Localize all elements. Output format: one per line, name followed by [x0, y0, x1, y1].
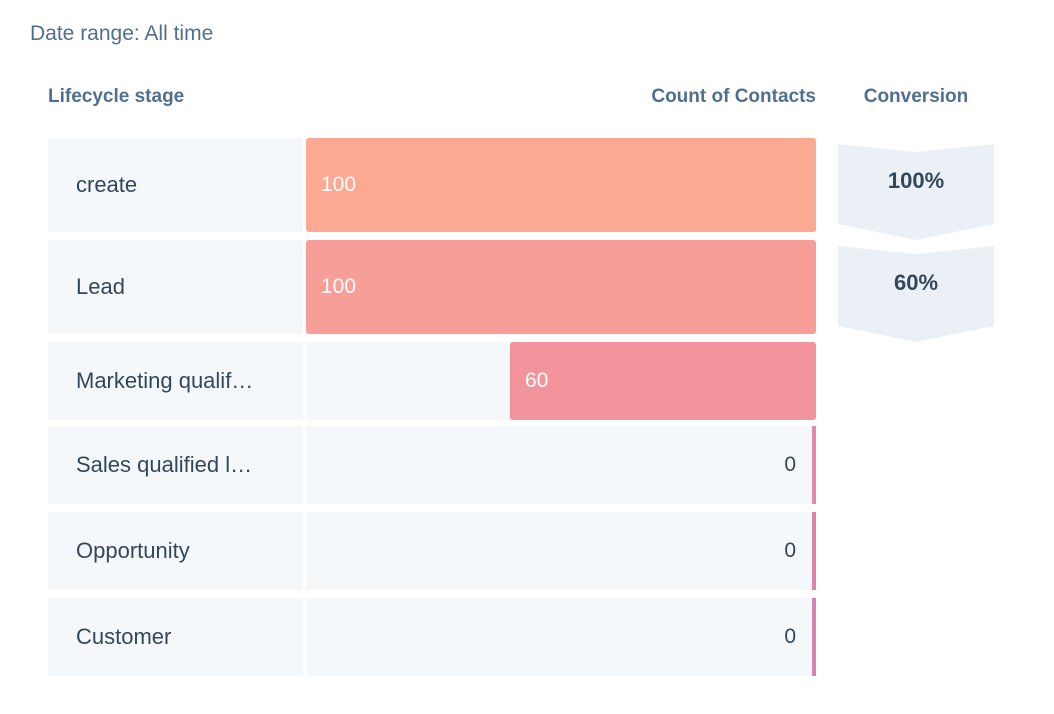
- chevron-shape: [838, 246, 994, 342]
- count-bar[interactable]: [812, 512, 816, 590]
- bar-value-label: 0: [784, 453, 796, 476]
- count-of-contacts-header: Count of Contacts: [651, 86, 816, 107]
- stage-label: create: [76, 172, 138, 197]
- count-bar[interactable]: [306, 240, 816, 334]
- stage-label: Customer: [76, 624, 172, 649]
- stage-label: Marketing qualif…: [76, 368, 254, 393]
- stage-cell: Opportunity: [48, 512, 303, 590]
- bar-value-label: 100: [321, 173, 357, 196]
- conversion-rate: 100%: [887, 168, 945, 193]
- conversion-chevron: 100%: [838, 144, 994, 240]
- conversion-rate: 60%: [893, 270, 939, 295]
- conversion-chevron: 60%: [838, 246, 994, 342]
- bar-value-label: 0: [784, 539, 796, 562]
- funnel-row[interactable]: Sales qualified l… 0: [48, 426, 816, 504]
- funnel-row[interactable]: Lead 100: [48, 240, 816, 334]
- stage-label: Opportunity: [76, 538, 190, 563]
- stage-cell: Marketing qualif…: [48, 342, 303, 420]
- lifecycle-stage-header: Lifecycle stage: [48, 86, 185, 107]
- funnel-row[interactable]: create 100: [48, 138, 816, 232]
- stage-cell: Lead: [48, 240, 303, 334]
- count-bar[interactable]: [510, 342, 816, 420]
- stage-label: Sales qualified l…: [76, 452, 253, 477]
- funnel-row[interactable]: Marketing qualif… 60: [48, 342, 816, 420]
- stage-cell: Customer: [48, 598, 303, 676]
- date-range-label[interactable]: Date range: All time: [30, 22, 214, 45]
- bar-track: 100: [306, 138, 816, 232]
- bar-value-label: 60: [525, 369, 549, 392]
- stage-label: Lead: [76, 274, 125, 299]
- chevron-polygon: [838, 144, 994, 240]
- chevron-polygon: [838, 246, 994, 342]
- count-bar[interactable]: [306, 138, 816, 232]
- stage-cell: create: [48, 138, 303, 232]
- bar-value-label: 0: [784, 625, 796, 648]
- funnel-row[interactable]: Customer 0: [48, 598, 816, 676]
- chevron-shape: [838, 144, 994, 240]
- stage-cell: Sales qualified l…: [48, 426, 303, 504]
- bar-track: 0: [306, 512, 816, 590]
- bar-value-label: 100: [321, 275, 357, 298]
- bar-track: 0: [306, 426, 816, 504]
- conversion-header: Conversion: [863, 86, 969, 107]
- bar-track: 60: [306, 342, 816, 420]
- count-bar[interactable]: [812, 598, 816, 676]
- funnel-row[interactable]: Opportunity 0: [48, 512, 816, 590]
- count-bar[interactable]: [812, 426, 816, 504]
- bar-track: 100: [306, 240, 816, 334]
- bar-track: 0: [306, 598, 816, 676]
